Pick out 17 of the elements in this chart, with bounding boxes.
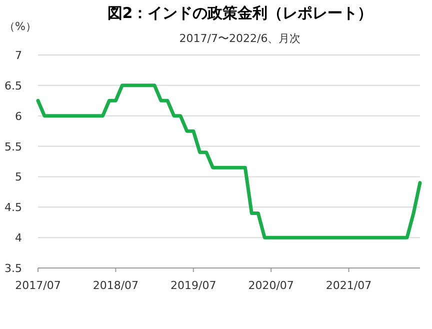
y-tick-label: 6.5 xyxy=(4,79,22,92)
y-tick-label: 6 xyxy=(15,110,22,123)
y-tick-label: 5 xyxy=(15,170,22,184)
y-axis-title: （%） xyxy=(4,20,36,33)
x-tick-label: 2020/07 xyxy=(248,279,294,292)
y-tick-label: 7 xyxy=(15,49,22,62)
x-tick-label: 2017/07 xyxy=(15,279,61,292)
chart-subtitle: 2017/7〜2022/6、月次 xyxy=(179,32,301,45)
x-tick-label: 2019/07 xyxy=(170,279,216,292)
x-tick-label: 2018/07 xyxy=(92,279,139,292)
y-tick-label: 5.5 xyxy=(4,140,22,154)
y-tick-label: 4 xyxy=(15,232,22,245)
y-tick-label: 4.5 xyxy=(4,201,22,214)
y-tick-label: 3.5 xyxy=(4,262,22,275)
chart-title: 図2：インドの政策金利（レポレート） xyxy=(107,4,373,22)
x-tick-label: 2021/07 xyxy=(326,279,372,292)
line-series xyxy=(36,84,422,240)
